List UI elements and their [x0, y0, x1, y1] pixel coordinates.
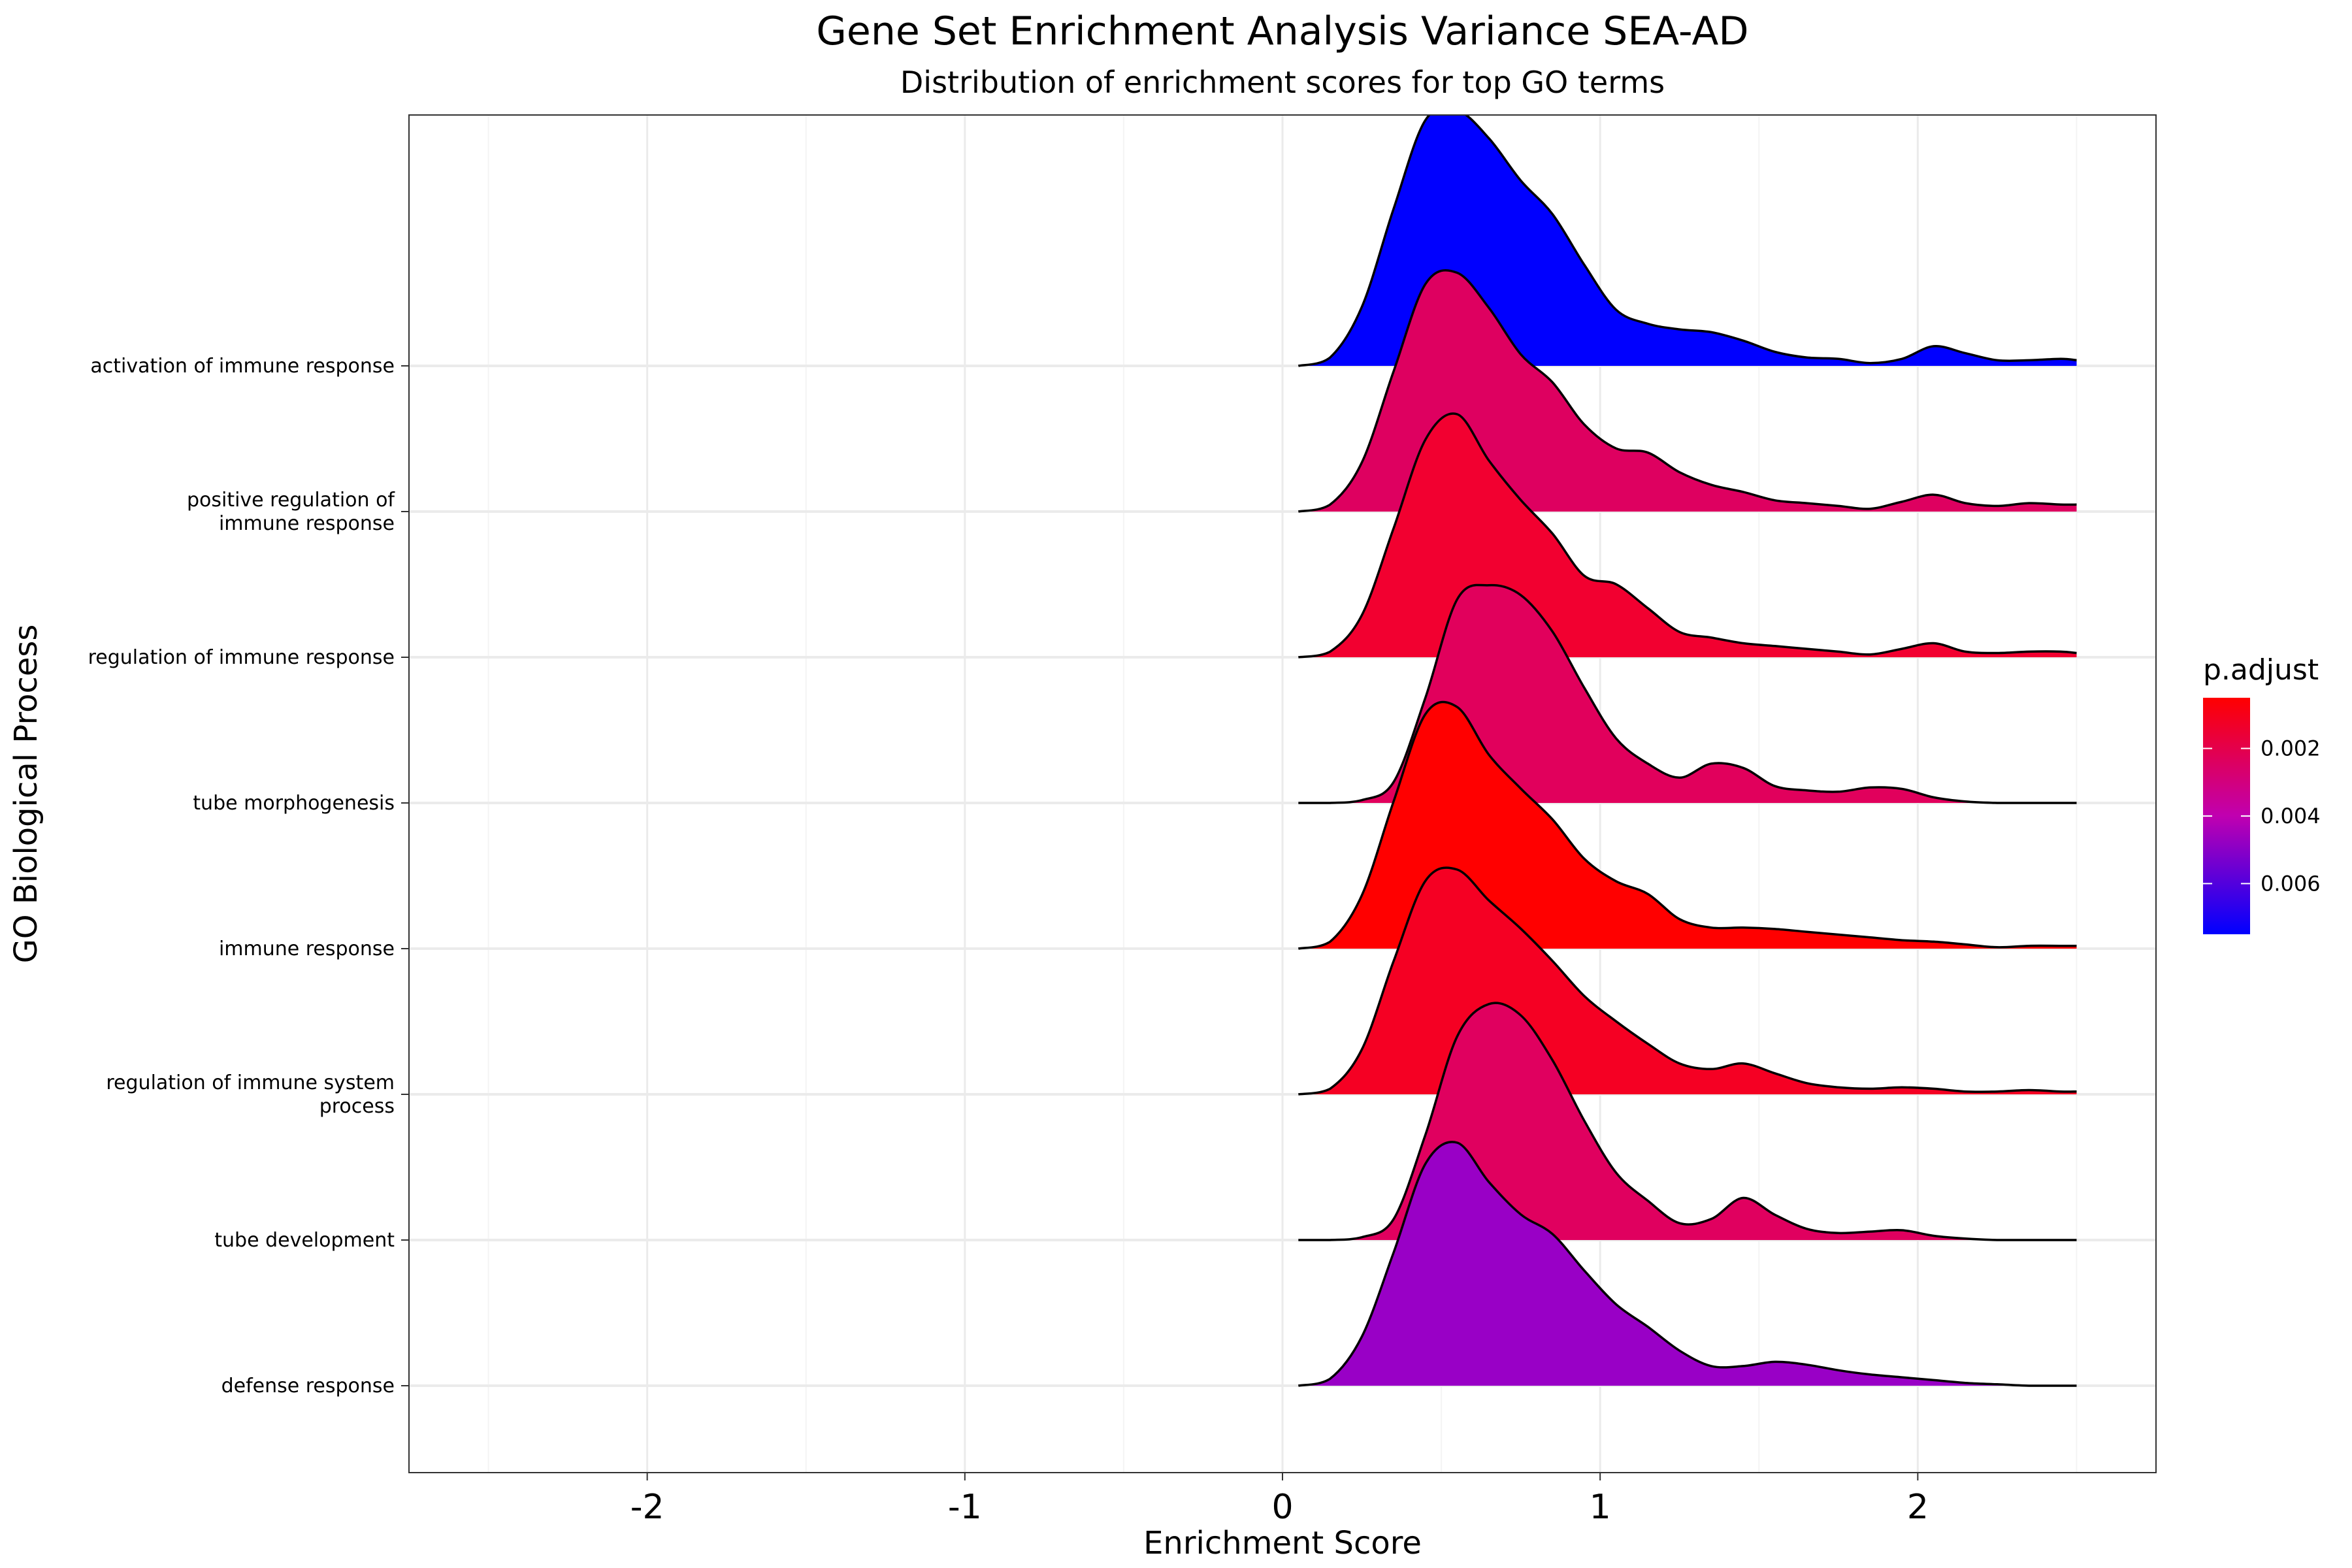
ridge-fill [1298, 1141, 2077, 1386]
legend-title: p.adjust [2203, 653, 2319, 687]
legend-tick-label: 0.002 [2261, 736, 2321, 761]
legend-ticks: 0.002 0.004 0.006 [2203, 736, 2321, 896]
ridge-fill [1298, 270, 2077, 512]
ridge-outline [1298, 269, 2077, 513]
ridge-outline [1298, 115, 2077, 367]
ridges [1298, 115, 2077, 1387]
y-tick-label: process [319, 1095, 395, 1118]
y-axis-ticks: defense response tube development regulati… [88, 355, 409, 1397]
ridge-fill [1298, 1003, 2077, 1240]
y-tick-label: activation of immune response [90, 355, 395, 378]
ridge-outline [1298, 1002, 2077, 1241]
y-tick-label: immune response [219, 512, 395, 535]
x-axis-ticks: -2 -1 0 1 2 [630, 1473, 1929, 1527]
y-tick-label: tube morphogenesis [193, 792, 395, 815]
y-tick-label: positive regulation of [187, 489, 395, 512]
x-tick-label: 1 [1590, 1488, 1611, 1527]
y-tick-label: immune response [219, 938, 395, 960]
y-tick-label: regulation of immune response [88, 646, 395, 669]
legend-tick-label: 0.006 [2261, 871, 2321, 896]
x-tick-label: -2 [630, 1488, 664, 1527]
legend: p.adjust 0.002 0.004 0.006 [2203, 653, 2321, 934]
chart-subtitle: Distribution of enrichment scores for to… [900, 65, 1665, 100]
ridge-outline [1298, 866, 2077, 1096]
x-tick-label: 2 [1907, 1488, 1929, 1527]
x-tick-label: 0 [1271, 1488, 1293, 1527]
ridge-fill [1298, 702, 2077, 949]
x-tick-label: -1 [948, 1488, 982, 1527]
chart-title: Gene Set Enrichment Analysis Variance SE… [816, 8, 1748, 54]
legend-tick-label: 0.004 [2261, 804, 2321, 828]
ridge-outline [1298, 412, 2077, 659]
ridge-fill [1298, 585, 2077, 803]
ridge-outline [1298, 700, 2077, 950]
y-tick-label: regulation of immune system [106, 1071, 395, 1094]
ridge-outline [1298, 583, 2077, 804]
ridge-outline [1298, 1141, 2077, 1387]
y-tick-label: defense response [221, 1375, 395, 1397]
y-axis-label: GO Biological Process [8, 625, 44, 964]
ridge-fill [1298, 115, 2077, 366]
y-tick-label: tube development [214, 1229, 395, 1252]
x-axis-label: Enrichment Score [1143, 1525, 1422, 1561]
